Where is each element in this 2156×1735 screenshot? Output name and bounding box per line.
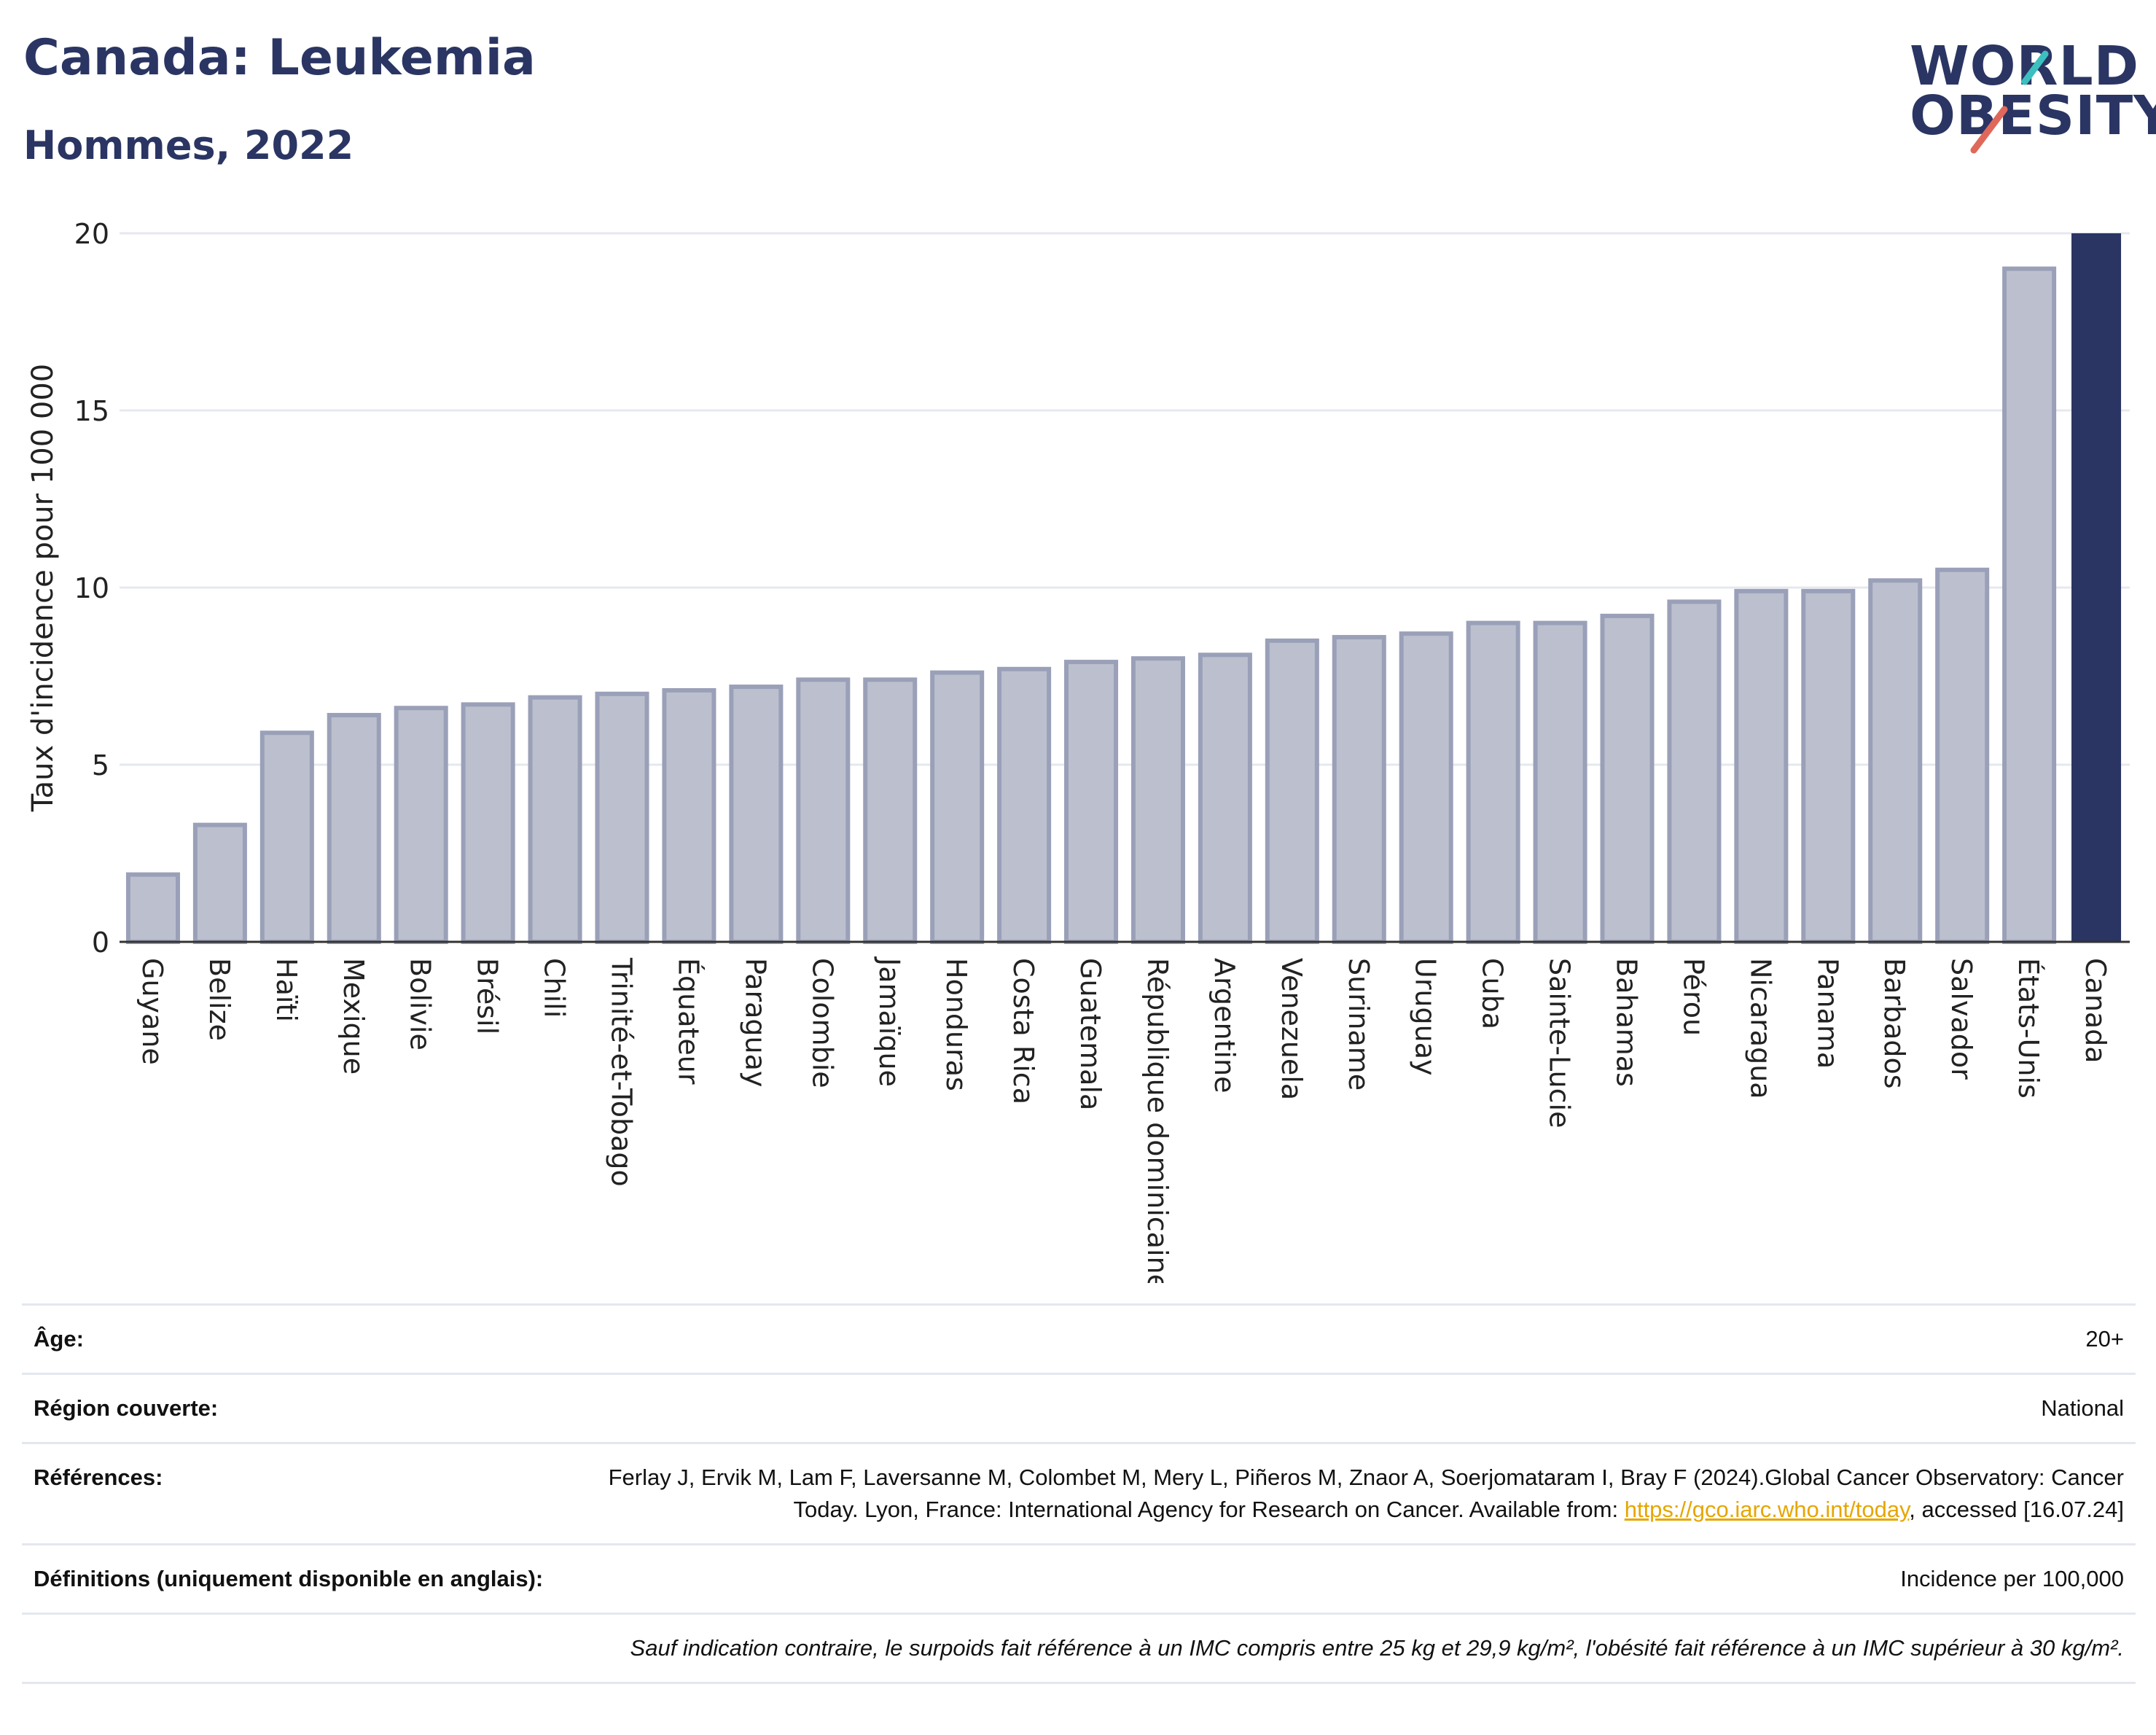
references-accessed: , accessed [16.07.24] (1909, 1497, 2124, 1522)
bar-3 (327, 712, 381, 945)
bar-19 (1399, 631, 1453, 944)
meta-references-label: Références: (34, 1465, 163, 1490)
x-tick-label: Chili (539, 958, 571, 1018)
bar-23 (1667, 599, 1722, 944)
bar-13 (997, 666, 1052, 945)
meta-region-value: National (2041, 1395, 2124, 1421)
meta-definitions-value: Incidence per 100,000 (1900, 1566, 2124, 1591)
bar-16 (1198, 652, 1252, 945)
references-text: Ferlay J, Ervik M, Lam F, Laversanne M, … (608, 1465, 2124, 1522)
bar-21 (1533, 620, 1587, 944)
x-tick-label: Équateur (672, 958, 704, 1085)
bar-11 (863, 677, 918, 944)
y-tick-label: 20 (74, 218, 109, 250)
bar-12 (930, 670, 985, 944)
x-tick-label: Costa Rica (1007, 958, 1039, 1104)
meta-definitions-label: Définitions (uniquement disponible en an… (34, 1566, 544, 1591)
bar-9 (729, 685, 784, 945)
world-obesity-logo: WORLD OBESITY (1895, 29, 2156, 160)
logo-slash-icon (1970, 50, 2049, 154)
bar-20 (1466, 620, 1520, 944)
x-tick-label: Uruguay (1410, 958, 1442, 1076)
bar-10 (796, 677, 851, 944)
x-tick-label: Nicaragua (1744, 958, 1776, 1099)
y-axis-label: Taux d'incidence pour 100 000 (26, 364, 60, 812)
x-tick-label: Jamaïque (873, 956, 905, 1087)
y-tick-label: 15 (74, 395, 109, 427)
bar-25 (1801, 588, 1856, 944)
x-tick-label: Guyane (136, 958, 168, 1065)
meta-row-references: Références: Ferlay J, Ervik M, Lam F, La… (22, 1442, 2136, 1543)
x-tick-label: Cuba (1477, 958, 1509, 1029)
bar-18 (1332, 635, 1386, 944)
x-tick-label: Panama (1811, 958, 1843, 1069)
x-tick-label: Salvador (1945, 958, 1977, 1080)
x-tick-label: Canada (2079, 958, 2112, 1064)
bar-1 (192, 822, 247, 944)
x-tick-label: République dominicaine (1141, 958, 1173, 1283)
x-tick-label: Barbados (1878, 958, 1910, 1089)
bar-27 (1935, 567, 1990, 944)
bar-2 (259, 730, 314, 944)
bar-29 (2071, 233, 2122, 942)
x-tick-label: Haïti (270, 958, 302, 1022)
references-link[interactable]: https://gco.iarc.who.int/today (1624, 1497, 1910, 1522)
y-tick-label: 5 (92, 749, 109, 781)
meta-references-value: Ferlay J, Ervik M, Lam F, Laversanne M, … (558, 1462, 2124, 1526)
metadata-table: Âge: 20+ Région couverte: National Référ… (22, 1303, 2136, 1684)
x-tick-label: Brésil (472, 958, 504, 1034)
bar-0 (125, 872, 180, 944)
x-tick-label: Mexique (337, 958, 370, 1075)
x-tick-label: Pérou (1677, 958, 1709, 1036)
x-tick-label: Sainte-Lucie (1544, 958, 1576, 1128)
x-tick-label: Bahamas (1611, 958, 1643, 1087)
x-tick-label: Venezuela (1276, 958, 1308, 1100)
meta-row-definitions: Définitions (uniquement disponible en an… (22, 1543, 2136, 1613)
bar-17 (1265, 638, 1319, 945)
meta-footnote: Sauf indication contraire, le surpoids f… (22, 1613, 2136, 1684)
bar-15 (1130, 656, 1185, 944)
x-tick-label: Trinité-et-Tobago (606, 957, 638, 1187)
x-tick-label: Argentine (1208, 958, 1241, 1093)
bar-5 (461, 702, 515, 944)
meta-row-region: Région couverte: National (22, 1373, 2136, 1442)
meta-age-value: 20+ (2085, 1326, 2124, 1352)
bar-24 (1734, 588, 1789, 944)
y-tick-label: 0 (92, 927, 109, 959)
bar-28 (2002, 266, 2057, 945)
bar-6 (528, 695, 582, 944)
bar-14 (1064, 660, 1119, 944)
bar-22 (1600, 613, 1655, 944)
x-tick-label: Honduras (940, 958, 972, 1091)
chart-subtitle: Hommes, 2022 (23, 122, 354, 168)
x-tick-label: Paraguay (739, 958, 771, 1087)
bar-7 (595, 691, 649, 944)
meta-region-label: Région couverte: (34, 1395, 219, 1421)
bar-8 (662, 687, 716, 944)
x-tick-label: Belize (203, 958, 235, 1041)
meta-age-label: Âge: (34, 1326, 84, 1352)
logo-text-obesity: OBESITY (1910, 85, 2156, 147)
bar-chart: 0 5 10 15 20 Taux d'incidence pour 100 000 Guy… (26, 218, 2130, 1283)
chart-title: Canada: Leukemia (23, 29, 536, 87)
bar-4 (394, 706, 448, 944)
x-tick-label: Suriname (1343, 958, 1375, 1091)
meta-row-age: Âge: 20+ (22, 1303, 2136, 1373)
y-tick-label: 10 (74, 572, 109, 604)
x-tick-label: États-Unis (2012, 958, 2044, 1099)
bar-26 (1868, 578, 1923, 945)
x-tick-label: Colombie (806, 958, 838, 1088)
x-tick-label: Guatemala (1074, 958, 1106, 1110)
x-tick-label: Bolivie (405, 958, 437, 1050)
